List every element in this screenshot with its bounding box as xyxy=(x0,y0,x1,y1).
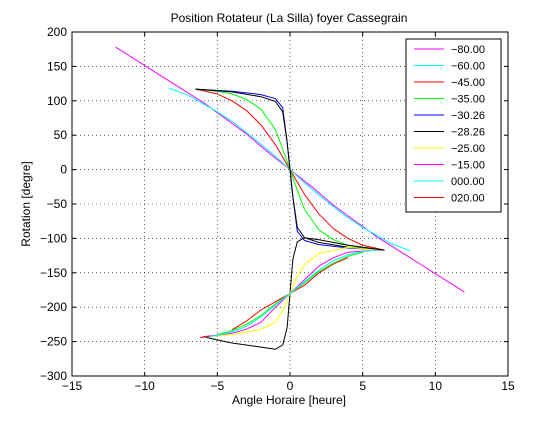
legend-entry: −35.00 xyxy=(451,94,485,106)
y-tick-label: −300 xyxy=(40,369,67,383)
series-lines xyxy=(115,46,465,350)
series-line xyxy=(195,88,385,251)
y-tick-label: −100 xyxy=(40,231,67,245)
y-tick-label: 50 xyxy=(54,128,68,142)
x-tick-label: −5 xyxy=(210,379,224,393)
x-tick-label: 0 xyxy=(287,379,294,393)
legend-entry: −45.00 xyxy=(451,77,485,89)
x-tick-label: 15 xyxy=(501,379,515,393)
y-tick-labels: −300 −250 −200 −150 −100 −50 0 50 100 150 200 xyxy=(40,25,67,383)
legend-box xyxy=(405,38,502,213)
chart-title: Position Rotateur (La Silla) foyer Casse… xyxy=(171,11,408,25)
y-tick-label: −50 xyxy=(47,197,68,211)
x-tick-label: 5 xyxy=(359,379,366,393)
x-tick-label: −15 xyxy=(62,379,83,393)
y-tick-label: 0 xyxy=(60,163,67,177)
legend-entry: 020.00 xyxy=(451,193,485,205)
y-tick-label: −150 xyxy=(40,266,67,280)
axis-ticks xyxy=(71,31,509,377)
x-tick-label: 10 xyxy=(429,379,443,393)
gridlines xyxy=(72,32,508,376)
y-tick-label: 150 xyxy=(47,59,67,73)
legend: −80.00 −60.00 −45.00 −35.00 −30.26 −28.26 −25.… xyxy=(405,38,502,213)
legend-entry: −30.26 xyxy=(451,110,485,122)
legend-entry: 000.00 xyxy=(451,176,485,188)
x-axis-label: Angle Horaire [heure] xyxy=(232,393,346,407)
x-tick-label: −10 xyxy=(134,379,155,393)
legend-entry: −25.00 xyxy=(451,143,485,155)
y-axis-label: Rotation [degre] xyxy=(19,161,33,246)
y-tick-label: −250 xyxy=(40,335,67,349)
x-tick-labels: −15 −10 −5 0 5 10 15 xyxy=(62,379,515,393)
series-line xyxy=(202,249,378,338)
legend-entry: −60.00 xyxy=(451,61,485,73)
y-tick-label: 200 xyxy=(47,25,67,39)
legend-entry: −15.00 xyxy=(451,160,485,172)
y-tick-label: −200 xyxy=(40,300,67,314)
series-line xyxy=(199,335,211,338)
y-tick-label: 100 xyxy=(47,94,67,108)
legend-entry: −80.00 xyxy=(451,44,485,56)
legend-entry: −28.26 xyxy=(451,127,485,139)
